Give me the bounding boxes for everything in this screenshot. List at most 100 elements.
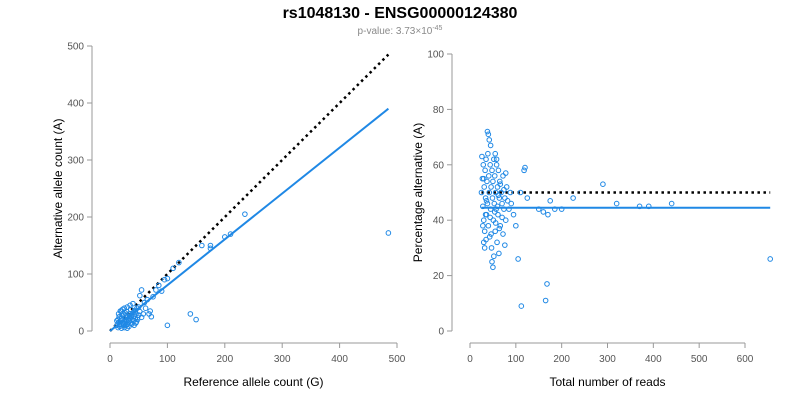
data-point <box>495 167 502 174</box>
data-point <box>767 256 774 262</box>
data-point <box>164 275 171 282</box>
data-point <box>492 150 499 157</box>
data-point <box>120 321 127 327</box>
data-point <box>488 184 494 190</box>
data-point <box>148 313 155 320</box>
data-point <box>489 195 496 201</box>
data-point <box>121 324 128 331</box>
data-point <box>493 162 500 168</box>
x-tick-label: 100 <box>507 354 524 365</box>
data-point <box>124 325 131 331</box>
data-point <box>481 184 488 190</box>
data-point <box>187 311 194 317</box>
data-point <box>495 192 502 199</box>
data-point <box>482 195 489 201</box>
x-tick-label: 500 <box>691 354 708 365</box>
data-point <box>487 142 494 149</box>
data-point <box>485 222 492 229</box>
data-point <box>570 195 576 201</box>
chart-subtitle: p-value: 3.73×10-45 <box>358 25 443 37</box>
data-point <box>480 175 487 182</box>
data-point <box>490 264 496 271</box>
data-point <box>497 222 504 229</box>
data-point <box>496 225 503 232</box>
data-point <box>164 322 171 329</box>
x-tick-label: 400 <box>331 354 348 365</box>
data-point <box>513 222 519 229</box>
data-point <box>494 184 501 190</box>
y-tick-label: 100 <box>427 50 444 61</box>
data-point <box>481 245 488 251</box>
data-point <box>483 236 489 243</box>
x-tick-label: 300 <box>274 354 291 365</box>
data-point <box>482 167 488 174</box>
data-point <box>540 209 547 215</box>
subtitle-text: p-value: 3.73×10 <box>358 26 433 37</box>
data-point <box>487 214 493 221</box>
data-point <box>140 311 147 317</box>
data-point <box>482 211 489 218</box>
x-axis-label: Total number of reads <box>549 375 665 389</box>
data-point <box>483 198 490 204</box>
y-tick-label: 20 <box>433 271 445 282</box>
y-tick-label: 300 <box>67 156 84 167</box>
y-tick-label: 100 <box>67 270 84 281</box>
left-scatter-panel: 0 100 200 300 400 500 0 100 200 300 400 500 Referenc… <box>51 42 406 390</box>
data-point <box>492 220 499 226</box>
reference-line <box>109 53 390 332</box>
data-point <box>502 217 509 223</box>
data-point <box>499 200 505 207</box>
data-point <box>493 156 500 163</box>
data-point <box>479 153 485 160</box>
data-point <box>122 309 128 316</box>
data-point <box>114 317 120 324</box>
data-point <box>115 311 122 317</box>
data-point <box>486 189 493 196</box>
x-tick-label: 200 <box>553 354 570 365</box>
y-tick-label: 0 <box>78 327 84 338</box>
data-point <box>497 181 504 187</box>
data-point <box>193 316 199 323</box>
data-point <box>485 173 492 179</box>
x-tick-label: 600 <box>737 354 754 365</box>
data-point <box>483 156 489 163</box>
data-point <box>496 195 503 201</box>
data-point <box>491 173 498 179</box>
data-point <box>385 230 392 236</box>
data-point <box>485 131 492 138</box>
data-point <box>491 156 497 163</box>
data-point <box>118 325 125 331</box>
fit-line <box>109 107 390 332</box>
data-point <box>127 302 133 309</box>
data-point <box>491 209 498 215</box>
data-point <box>494 239 500 246</box>
data-point <box>491 253 497 260</box>
data-point <box>515 256 521 262</box>
data-point <box>500 231 506 237</box>
y-tick-label: 80 <box>433 105 445 116</box>
data-point <box>544 281 550 287</box>
x-tick-label: 200 <box>216 354 233 365</box>
subtitle-exponent: -45 <box>432 25 442 32</box>
data-point <box>124 304 131 310</box>
data-point <box>668 200 675 207</box>
data-point <box>524 195 531 201</box>
data-point <box>484 128 491 135</box>
data-point <box>496 250 502 257</box>
data-point <box>495 211 501 218</box>
data-point <box>507 189 514 196</box>
data-point <box>155 282 162 289</box>
x-axis-label: Reference allele count (G) <box>183 375 323 389</box>
chart-title: rs1048130 - ENSG00000124380 <box>283 5 518 22</box>
data-point <box>547 198 554 204</box>
data-point <box>147 308 153 314</box>
data-point <box>522 164 528 171</box>
x-tick-label: 0 <box>107 354 113 365</box>
data-point <box>485 150 491 157</box>
data-point <box>501 186 507 193</box>
data-point <box>488 245 495 251</box>
data-point <box>176 259 182 266</box>
data-point <box>510 211 517 218</box>
data-point <box>517 189 524 196</box>
data-point <box>542 297 549 304</box>
